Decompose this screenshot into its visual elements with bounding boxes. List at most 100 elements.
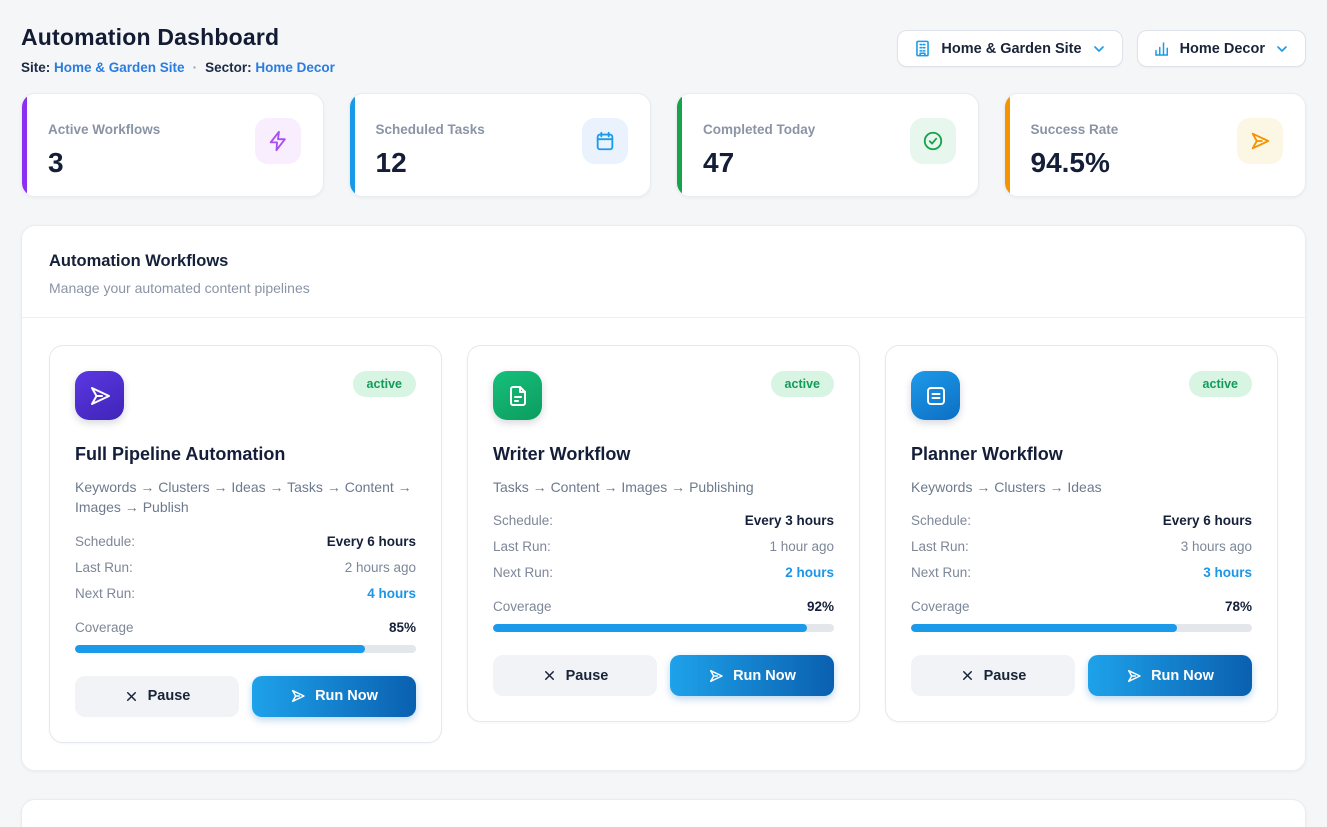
pause-button[interactable]: Pause	[75, 675, 239, 717]
coverage-value: 92%	[806, 599, 834, 615]
workflow-card-writer: active Writer Workflow Tasks → Content →…	[467, 345, 860, 723]
coverage-progress-fill	[911, 624, 1177, 633]
coverage-progress-fill	[75, 644, 365, 653]
file-text-icon	[509, 385, 526, 406]
stat-value: 3	[48, 147, 64, 178]
workflows-panel-title: Automation Workflows	[49, 252, 229, 270]
sector-dropdown[interactable]: Home Decor	[1136, 30, 1306, 67]
workflows-panel-header: Automation Workflows Manage your automat…	[22, 226, 1305, 318]
coverage-value: 78%	[1224, 599, 1252, 615]
stat-accent-bar	[349, 94, 355, 196]
pause-button[interactable]: Pause	[911, 655, 1075, 697]
building-icon	[916, 40, 930, 57]
last-run-value: 2 hours ago	[344, 559, 416, 575]
workflow-title: Full Pipeline Automation	[75, 444, 286, 464]
run-now-button-label: Run Now	[733, 667, 796, 684]
next-run-value: 2 hours	[785, 565, 834, 581]
stat-label: Completed Today	[703, 122, 816, 137]
coverage-label: Coverage	[493, 599, 552, 615]
status-badge: active	[770, 371, 834, 397]
stat-icon-tile	[1237, 118, 1283, 164]
run-now-button-label: Run Now	[1151, 667, 1214, 684]
coverage-label: Coverage	[911, 599, 970, 615]
run-now-button[interactable]: Run Now	[252, 675, 416, 717]
run-now-button[interactable]: Run Now	[1088, 655, 1252, 697]
page-header: Automation Dashboard Site: Home & Garden…	[21, 24, 1306, 75]
next-run-label: Next Run:	[75, 585, 136, 601]
workflow-title: Planner Workflow	[911, 444, 1063, 464]
check-circle-icon	[923, 131, 942, 151]
last-run-value: 3 hours ago	[1180, 539, 1252, 555]
separator-dot: ·	[192, 60, 198, 75]
x-icon	[962, 671, 972, 681]
stat-icon-tile	[254, 118, 301, 164]
header-titles: Automation Dashboard Site: Home & Garden…	[21, 24, 335, 75]
pause-button[interactable]: Pause	[493, 655, 657, 697]
coverage-progress-track	[75, 644, 416, 653]
workflow-pipeline-description: Keywords → Clusters → Ideas → Tasks → Co…	[75, 479, 412, 516]
page-title: Automation Dashboard	[21, 24, 280, 50]
workflow-card-planner: active Planner Workflow Keywords → Clust…	[885, 345, 1278, 723]
workflow-pipeline-description: Keywords → Clusters → Ideas	[911, 479, 1102, 495]
schedule-label: Schedule:	[911, 513, 972, 529]
stat-value: 94.5%	[1030, 147, 1110, 178]
send-icon	[1128, 669, 1141, 682]
stat-accent-bar	[677, 94, 682, 196]
coverage-value: 85%	[388, 619, 416, 635]
site-dropdown-label: Home & Garden Site	[941, 40, 1082, 57]
breadcrumb: Site: Home & Garden Site · Sector: Home De…	[21, 60, 335, 75]
sector-link[interactable]: Home Decor	[255, 60, 335, 75]
last-run-label: Last Run:	[493, 539, 551, 555]
steps-panel: Automation Steps Configure which steps a…	[21, 798, 1306, 827]
schedule-label: Schedule:	[493, 513, 554, 529]
sector-label: Sector:	[205, 60, 252, 75]
next-run-value: 3 hours	[1203, 565, 1252, 581]
next-run-value: 4 hours	[367, 585, 416, 601]
stat-value: 12	[375, 147, 407, 178]
x-icon	[126, 691, 136, 701]
sector-dropdown-label: Home Decor	[1179, 40, 1265, 57]
send-icon	[292, 690, 305, 703]
coverage-progress-track	[911, 624, 1252, 633]
coverage-progress-track	[493, 624, 834, 633]
stat-label: Scheduled Tasks	[375, 122, 485, 137]
stats-row: Active Workflows 3 Scheduled Tasks 12 Co…	[21, 93, 1306, 197]
stat-card-scheduled-tasks: Scheduled Tasks 12	[348, 93, 651, 197]
send-icon	[1251, 132, 1270, 150]
pause-button-label: Pause	[147, 688, 191, 705]
last-run-label: Last Run:	[911, 539, 969, 555]
list-square-icon	[926, 386, 945, 405]
coverage-progress-fill	[493, 624, 807, 633]
workflow-grid: active Full Pipeline Automation Keywords…	[49, 345, 1278, 743]
schedule-value: Every 6 hours	[326, 533, 416, 549]
stat-accent-bar	[1004, 94, 1010, 196]
run-now-button[interactable]: Run Now	[670, 655, 834, 697]
site-label: Site:	[21, 60, 51, 75]
last-run-value: 1 hour ago	[769, 539, 834, 555]
workflow-pipeline-description: Tasks → Content → Images → Publishing	[493, 479, 754, 495]
workflows-panel: Automation Workflows Manage your automat…	[21, 225, 1306, 771]
schedule-label: Schedule:	[75, 533, 136, 549]
calendar-icon	[596, 131, 614, 151]
pause-button-label: Pause	[983, 667, 1027, 684]
status-badge: active	[352, 371, 416, 397]
site-link[interactable]: Home & Garden Site	[54, 60, 185, 75]
stat-accent-bar	[22, 94, 27, 196]
zap-icon	[269, 130, 286, 152]
steps-panel-title: Automation Steps	[49, 826, 1278, 827]
send-icon	[710, 669, 723, 682]
send-icon	[90, 386, 110, 405]
run-now-button-label: Run Now	[315, 688, 378, 705]
stat-card-success-rate: Success Rate 94.5%	[1003, 93, 1306, 197]
chevron-down-icon	[1277, 45, 1287, 52]
stat-card-completed-today: Completed Today 47	[676, 93, 979, 197]
workflow-icon-tile	[75, 371, 124, 420]
workflows-panel-subtitle: Manage your automated content pipelines	[49, 280, 310, 296]
stat-value: 47	[703, 147, 735, 178]
workflow-icon-tile	[493, 371, 542, 420]
last-run-label: Last Run:	[75, 559, 133, 575]
coverage-label: Coverage	[75, 619, 134, 635]
workflow-title: Writer Workflow	[493, 444, 631, 464]
stat-label: Active Workflows	[48, 122, 161, 137]
site-dropdown[interactable]: Home & Garden Site	[897, 30, 1123, 67]
